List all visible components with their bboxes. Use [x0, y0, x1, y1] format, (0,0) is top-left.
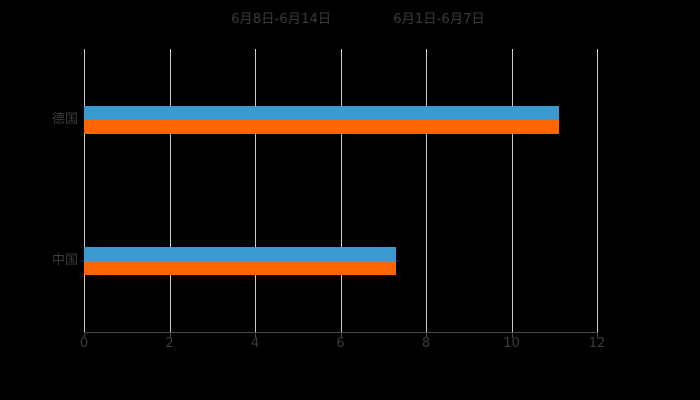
x-axis-tick-label: 12: [588, 336, 606, 351]
x-axis-tick-label: 10: [503, 336, 520, 351]
legend-item-series-2[interactable]: 6月1日-6月7日: [377, 13, 485, 26]
y-axis-category-label: 中国: [51, 253, 78, 269]
gridline: [597, 49, 598, 332]
x-axis-tick-label: 8: [421, 336, 431, 351]
gridline: [169, 49, 171, 332]
x-axis-tick-mark: [255, 332, 256, 338]
x-axis-tick-label: 0: [79, 336, 89, 351]
x-axis-tick-mark: [426, 332, 427, 338]
x-axis-tick-label: 2: [165, 336, 174, 351]
chart-legend: 6月8日-6月14日 6月1日-6月7日: [0, 6, 700, 32]
gridline: [255, 49, 256, 332]
x-axis-tick-mark: [169, 332, 171, 338]
x-axis-tick-label: 6: [336, 336, 345, 351]
y-axis-category-label: 德国: [51, 111, 78, 127]
gridline: [84, 49, 85, 332]
x-axis-tick-mark: [340, 332, 342, 338]
bar[interactable]: [84, 105, 559, 120]
gridline: [426, 49, 427, 332]
bar[interactable]: [84, 261, 397, 276]
gridline: [511, 49, 513, 332]
bar[interactable]: [84, 247, 397, 262]
legend-label-series-1: 6月8日-6月14日: [231, 11, 332, 27]
legend-marker-square-icon: [377, 15, 386, 24]
x-axis-tick-mark: [84, 332, 85, 338]
plot-area: [84, 49, 598, 332]
x-axis-tick-mark: [511, 332, 513, 338]
x-axis-tick-label: 4: [250, 336, 260, 351]
legend-item-series-1[interactable]: 6月8日-6月14日: [215, 13, 331, 26]
bar[interactable]: [84, 119, 559, 134]
x-axis-tick-mark: [597, 332, 598, 338]
gridline: [340, 49, 342, 332]
legend-marker-circle-icon: [215, 15, 224, 24]
legend-label-series-2: 6月1日-6月7日: [393, 11, 485, 27]
